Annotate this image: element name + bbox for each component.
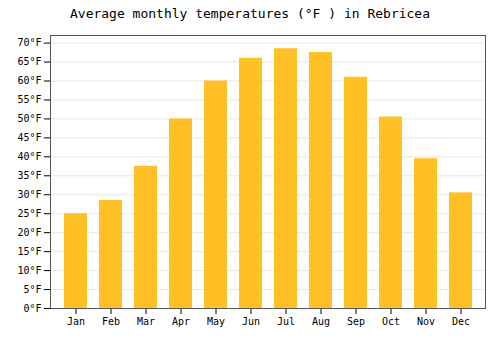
svg-text:15°F: 15°F [17, 246, 41, 257]
svg-text:10°F: 10°F [17, 265, 41, 276]
html-text:Average monthly temperatures (: Average monthly temperatures (°F ) in Re… [70, 6, 430, 21]
svg-text:Jul: Jul [277, 316, 295, 327]
svg-text:70°F: 70°F [17, 37, 41, 48]
svg-text:Nov: Nov [417, 316, 435, 327]
svg-text:45°F: 45°F [17, 132, 41, 143]
svg-text:Jun: Jun [242, 316, 260, 327]
svg-text:Dec: Dec [452, 316, 470, 327]
svg-text:0°F: 0°F [23, 303, 41, 314]
svg-text:May: May [207, 316, 225, 327]
svg-text:40°F: 40°F [17, 151, 41, 162]
svg-text:60°F: 60°F [17, 75, 41, 86]
svg-text:Oct: Oct [382, 316, 400, 327]
svg-text:Feb: Feb [102, 316, 120, 327]
svg-text:65°F: 65°F [17, 56, 41, 67]
svg-text:25°F: 25°F [17, 208, 41, 219]
svg-text:50°F: 50°F [17, 113, 41, 124]
svg-text:Sep: Sep [347, 316, 365, 327]
svg-text:30°F: 30°F [17, 189, 41, 200]
svg-text:Jan: Jan [67, 316, 85, 327]
svg-text:Apr: Apr [172, 316, 190, 327]
svg-text:5°F: 5°F [23, 284, 41, 295]
svg-text:Mar: Mar [137, 316, 155, 327]
svg-text:35°F: 35°F [17, 170, 41, 181]
svg-text:Aug: Aug [312, 316, 330, 327]
svg-text:55°F: 55°F [17, 94, 41, 105]
svg-text:20°F: 20°F [17, 227, 41, 238]
